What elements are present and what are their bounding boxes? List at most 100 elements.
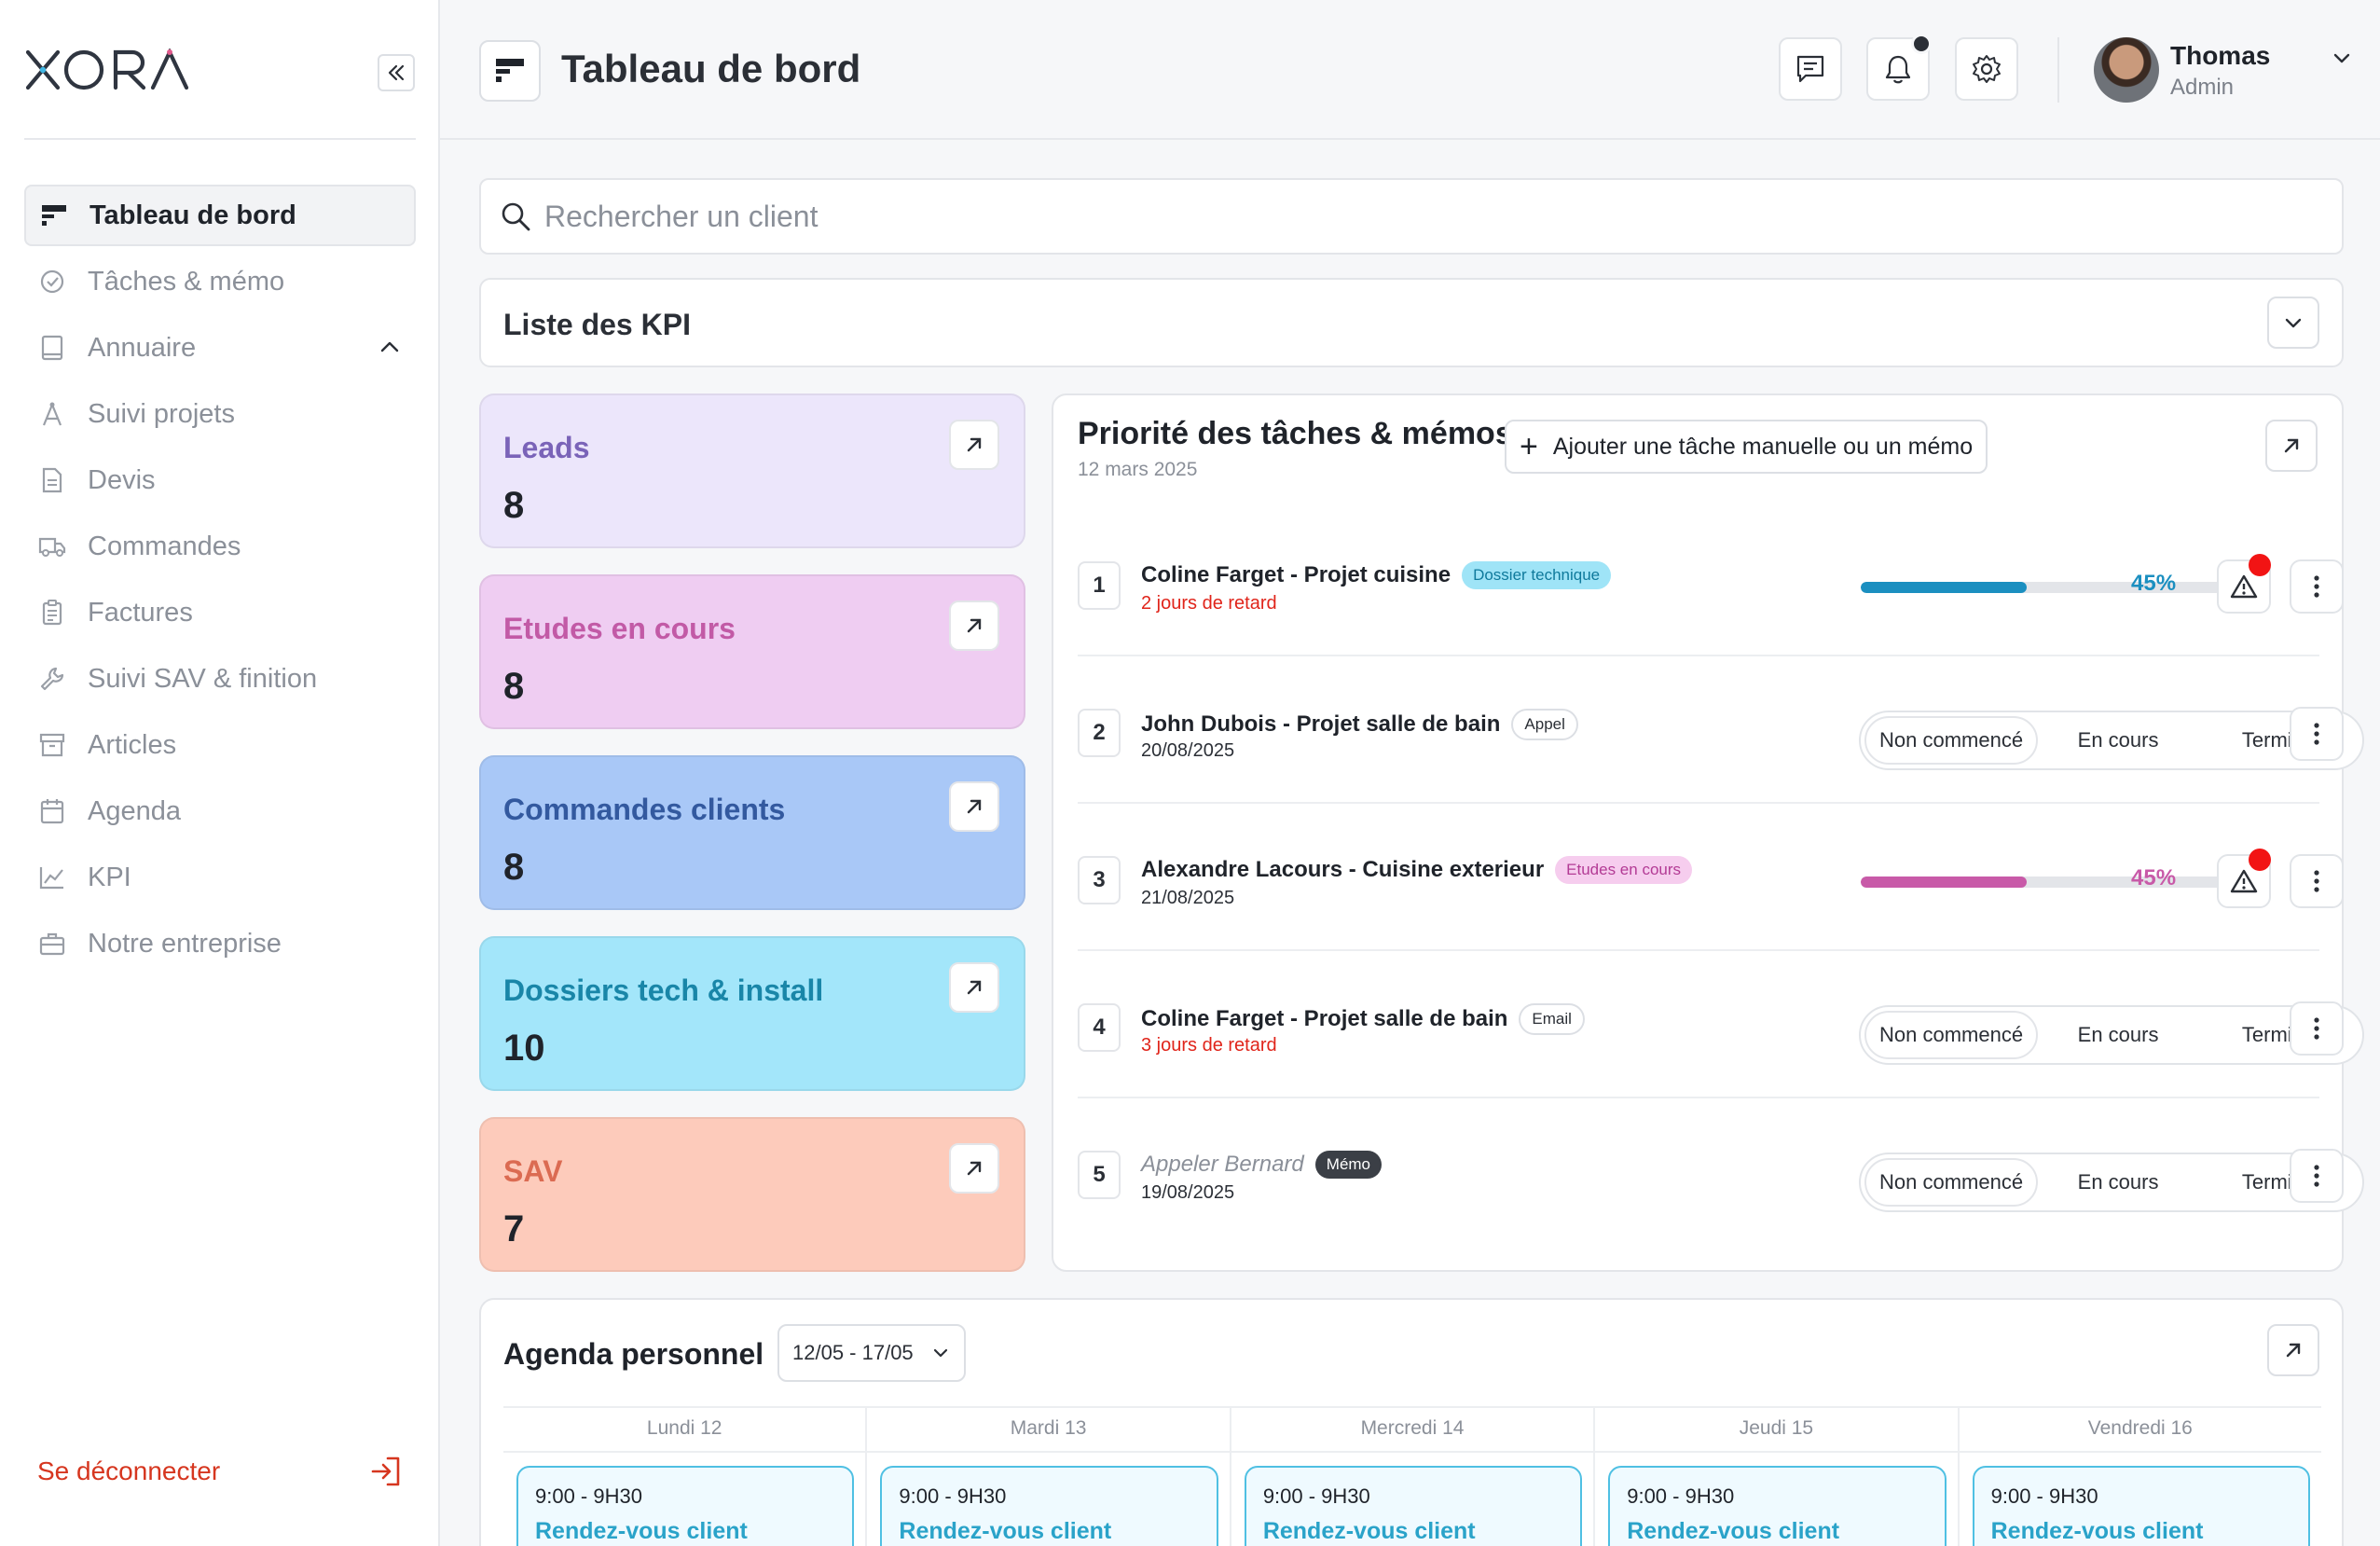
sidebar-item-articles[interactable]: Articles [24,714,416,776]
event-time: 9:00 - 9H30 [899,1484,1007,1508]
sidebar-item-label: Commandes [88,531,241,561]
tasks-title: Priorité des tâches & mémos [1078,416,1513,451]
alert-dot [2249,849,2271,871]
task-row[interactable]: 4 Coline Farget - Projet salle de bain Em… [1078,949,2364,1097]
sidebar-item-tableau-de-bord[interactable]: Tableau de bord [24,185,416,246]
kpi-list-panel[interactable]: Liste des KPI [479,278,2344,367]
alert-button[interactable] [2217,849,2271,908]
task-tag: Mémo [1314,1151,1383,1179]
agenda-open-button[interactable] [2267,1324,2319,1376]
open-arrow-icon[interactable] [949,962,999,1013]
kpi-card-etudes-en-cours[interactable]: Etudes en cours 8 [479,574,1025,729]
agenda-event[interactable]: 9:00 - 9H30 Rendez-vous client [1972,1466,2311,1546]
status-option-en-cours[interactable]: En cours [2077,1170,2159,1194]
add-task-button[interactable]: + Ajouter une tâche manuelle ou un mémo [1505,420,1988,474]
sidebar-divider [24,138,416,140]
sidebar-item-label: Suivi SAV & finition [88,663,318,694]
sidebar-item-label: Annuaire [88,332,197,363]
xora-logo[interactable] [24,47,201,93]
week-select-value: 12/05 - 17/05 [792,1341,914,1364]
open-arrow-icon[interactable] [949,1143,999,1194]
tasks-date: 12 mars 2025 [1078,459,1198,480]
sidebar-item-label: Agenda [88,795,181,826]
week-select[interactable]: 12/05 - 17/05 [777,1324,966,1382]
event-time: 9:00 - 9H30 [535,1484,642,1508]
messages-button[interactable] [1779,37,1842,101]
alert-button[interactable] [2217,554,2271,614]
settings-button[interactable] [1955,37,2018,101]
logout-button[interactable]: Se déconnecter [37,1455,403,1488]
status-option-non-commence[interactable]: Non commencé [1864,1158,2039,1207]
status-segmented-control: Non commencé En cours Terminé [1859,1153,2364,1212]
chevron-down-icon [2285,318,2302,328]
task-row[interactable]: 5 Appeler Bernard Mémo 19/08/2025 Non com… [1078,1097,2364,1244]
sidebar-item-taches-memo[interactable]: Tâches & mémo [24,251,416,312]
event-title: Rendez-vous client [1990,1518,2204,1544]
kpi-card-commandes-clients[interactable]: Commandes clients 8 [479,755,1025,910]
kpi-card-label: SAV [503,1154,563,1188]
alert-dot [2249,554,2271,576]
more-options-button[interactable] [2290,1149,2344,1203]
tasks-open-button[interactable] [2265,420,2318,472]
notifications-button[interactable] [1866,34,1932,101]
agenda-days: Lundi 12 9:00 - 9H30 Rendez-vous client … [503,1406,2322,1546]
more-options-button[interactable] [2290,559,2344,614]
status-option-en-cours[interactable]: En cours [2077,1023,2159,1046]
kpi-card-value: 8 [503,847,525,888]
chevron-up-icon[interactable] [377,334,403,367]
gear-icon [1973,55,2001,83]
user-menu-button[interactable] [2321,39,2362,76]
status-segmented-control: Non commencé En cours Terminé [1859,711,2364,770]
more-options-button[interactable] [2290,1001,2344,1056]
sidebar-item-notre-entreprise[interactable]: Notre entreprise [24,913,416,974]
task-delay: 3 jours de retard [1141,1035,1277,1056]
sidebar-item-suivi-sav[interactable]: Suivi SAV & finition [24,648,416,710]
agenda-day-column: Vendredi 16 9:00 - 9H30 Rendez-vous clie… [1957,1408,2322,1546]
agenda-event[interactable]: 9:00 - 9H30 Rendez-vous client [516,1466,855,1546]
header-separator [2057,37,2059,103]
kpi-list-expand-button[interactable] [2267,297,2319,349]
search-input[interactable] [544,199,2222,234]
open-arrow-icon[interactable] [949,781,999,832]
agenda-event[interactable]: 9:00 - 9H30 Rendez-vous client [1244,1466,1583,1546]
more-options-button[interactable] [2290,707,2344,761]
status-option-non-commence[interactable]: Non commencé [1864,716,2039,765]
sidebar-item-factures[interactable]: Factures [24,582,416,643]
task-row[interactable]: 3 Alexandre Lacours - Cuisine exterieur E… [1078,802,2344,949]
agenda-event[interactable]: 9:00 - 9H30 Rendez-vous client [880,1466,1218,1546]
open-arrow-icon[interactable] [949,600,999,651]
sidebar-item-kpi[interactable]: KPI [24,847,416,908]
sidebar-item-commandes[interactable]: Commandes [24,516,416,577]
task-tag: Appel [1511,709,1578,740]
kpi-card-dossiers-tech[interactable]: Dossiers tech & install 10 [479,936,1025,1091]
task-number: 1 [1078,561,1121,610]
briefcase-icon [37,929,67,959]
task-row[interactable]: 1 Coline Farget - Projet cuisine Dossier … [1078,507,2344,655]
status-option-en-cours[interactable]: En cours [2077,728,2159,752]
sidebar-item-suivi-projets[interactable]: Suivi projets [24,383,416,445]
kpi-card-sav[interactable]: SAV 7 [479,1117,1025,1272]
check-circle-icon [37,267,67,297]
more-options-button[interactable] [2290,854,2344,908]
sidebar-item-annuaire[interactable]: Annuaire [24,317,416,379]
sidebar: Tableau de bord Tâches & mémo Annuaire S… [0,0,440,1546]
avatar[interactable] [2094,37,2159,103]
open-arrow-icon[interactable] [949,420,999,470]
task-row[interactable]: 2 John Dubois - Projet salle de bain Appe… [1078,655,2364,802]
book-icon [37,333,67,363]
sidebar-item-devis[interactable]: Devis [24,449,416,511]
progress-bar [1861,877,2230,888]
sidebar-item-agenda[interactable]: Agenda [24,780,416,842]
kebab-menu-icon [2314,575,2319,598]
agenda-day-column: Mardi 13 9:00 - 9H30 Rendez-vous client [865,1408,1230,1546]
agenda-event[interactable]: 9:00 - 9H30 Rendez-vous client [1608,1466,1947,1546]
task-tag: Email [1519,1003,1585,1035]
collapse-sidebar-button[interactable] [378,54,415,91]
progress-fill [1861,582,2028,593]
status-segmented-control: Non commencé En cours Terminé [1859,1005,2364,1065]
top-header: Tableau de bord Thomas Admin [440,0,2380,140]
kpi-card-leads[interactable]: Leads 8 [479,393,1025,548]
progress-bar [1861,582,2230,593]
sidebar-item-label: Devis [88,464,156,495]
status-option-non-commence[interactable]: Non commencé [1864,1011,2039,1059]
